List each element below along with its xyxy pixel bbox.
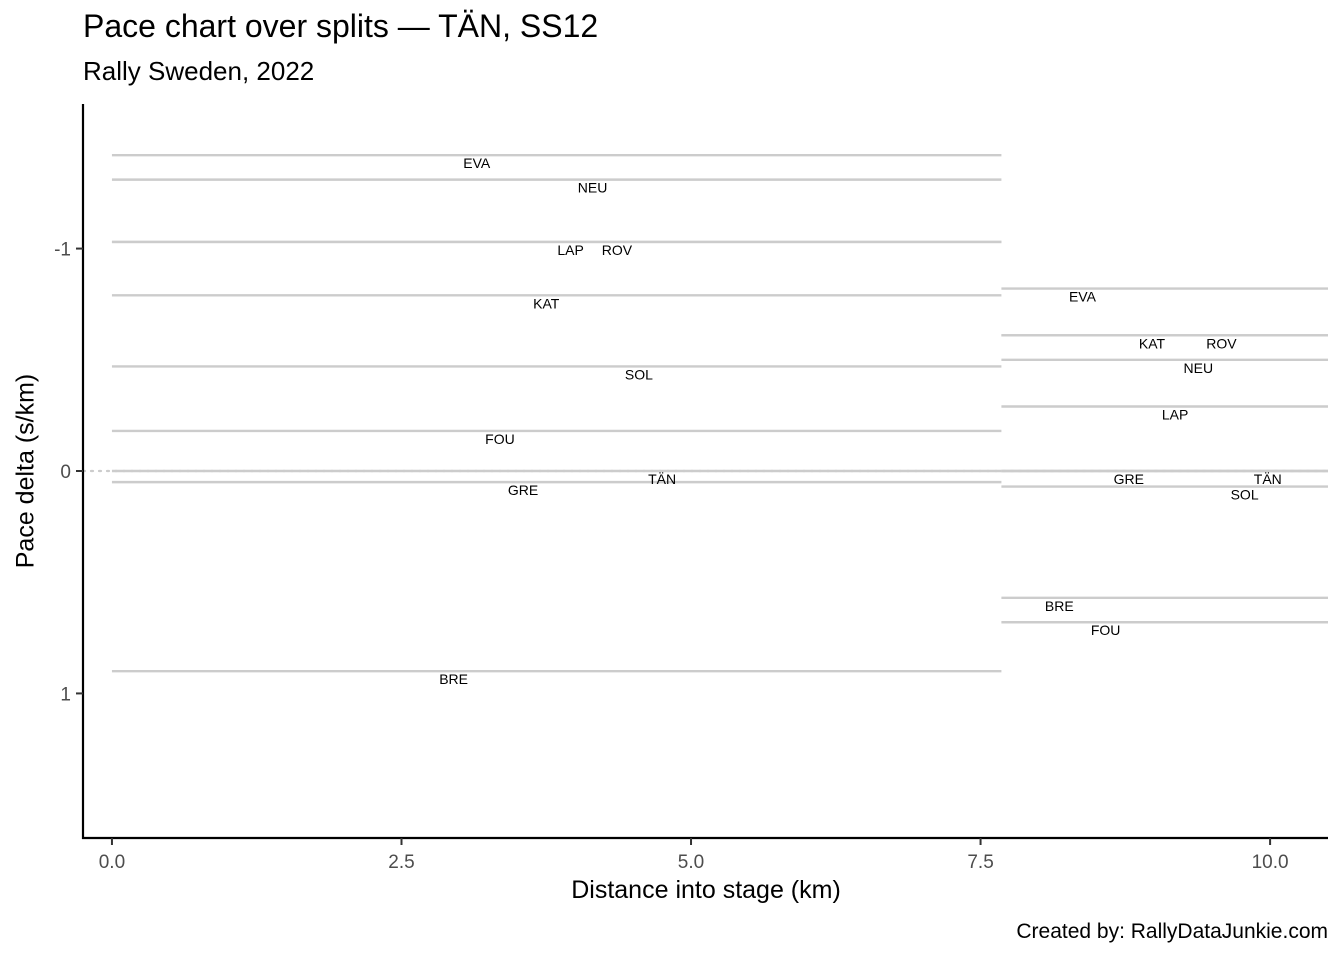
driver-label-2-gre: GRE — [1114, 471, 1144, 487]
chart-caption: Created by: RallyDataJunkie.com — [1016, 920, 1328, 943]
driver-label-1-lap: LAP — [557, 242, 583, 258]
driver-label-1-neu: NEU — [578, 180, 608, 196]
driver-label-2-fou: FOU — [1091, 622, 1121, 638]
y-tick-label: 1 — [60, 684, 71, 705]
driver-label-1-gre: GRE — [508, 482, 538, 498]
driver-label-2-rov: ROV — [1206, 335, 1237, 351]
driver-label-2-kat: KAT — [1139, 335, 1166, 351]
x-tick-label: 2.5 — [388, 852, 414, 873]
driver-label-1-bre: BRE — [439, 671, 468, 687]
x-tick-label: 0.0 — [99, 852, 125, 873]
y-tick-label: 0 — [60, 462, 71, 483]
x-tick-label: 10.0 — [1252, 852, 1289, 873]
driver-label-2-neu: NEU — [1184, 360, 1214, 376]
driver-label-1-fou: FOU — [485, 431, 515, 447]
driver-label-2-eva: EVA — [1069, 289, 1097, 305]
driver-label-1-eva: EVA — [463, 155, 491, 171]
driver-label-2-tän: TÄN — [1254, 471, 1282, 487]
chart-title: Pace chart over splits — TÄN, SS12 — [83, 8, 599, 44]
x-axis-title: Distance into stage (km) — [571, 876, 841, 904]
driver-label-2-lap: LAP — [1162, 406, 1188, 422]
driver-label-1-rov: ROV — [602, 242, 633, 258]
driver-label-1-kat: KAT — [533, 295, 560, 311]
x-tick-label: 5.0 — [678, 852, 704, 873]
chart-subtitle: Rally Sweden, 2022 — [83, 56, 315, 86]
driver-label-1-tän: TÄN — [648, 471, 676, 487]
y-tick-label: -1 — [54, 240, 71, 261]
driver-label-2-sol: SOL — [1231, 487, 1259, 503]
driver-label-1-sol: SOL — [625, 366, 653, 382]
driver-label-2-bre: BRE — [1045, 598, 1074, 614]
driver-labels: EVA NEU LAP ROV KAT SOL FOU TÄN GRE BRE EVA KAT ROV N… — [439, 155, 1282, 687]
axes: 0.0 2.5 5.0 7.5 10.0 -1 0 1 — [54, 104, 1328, 873]
split-segments — [111, 153, 1328, 673]
y-axis-title: Pace delta (s/km) — [11, 373, 40, 569]
x-tick-label: 7.5 — [967, 852, 993, 873]
